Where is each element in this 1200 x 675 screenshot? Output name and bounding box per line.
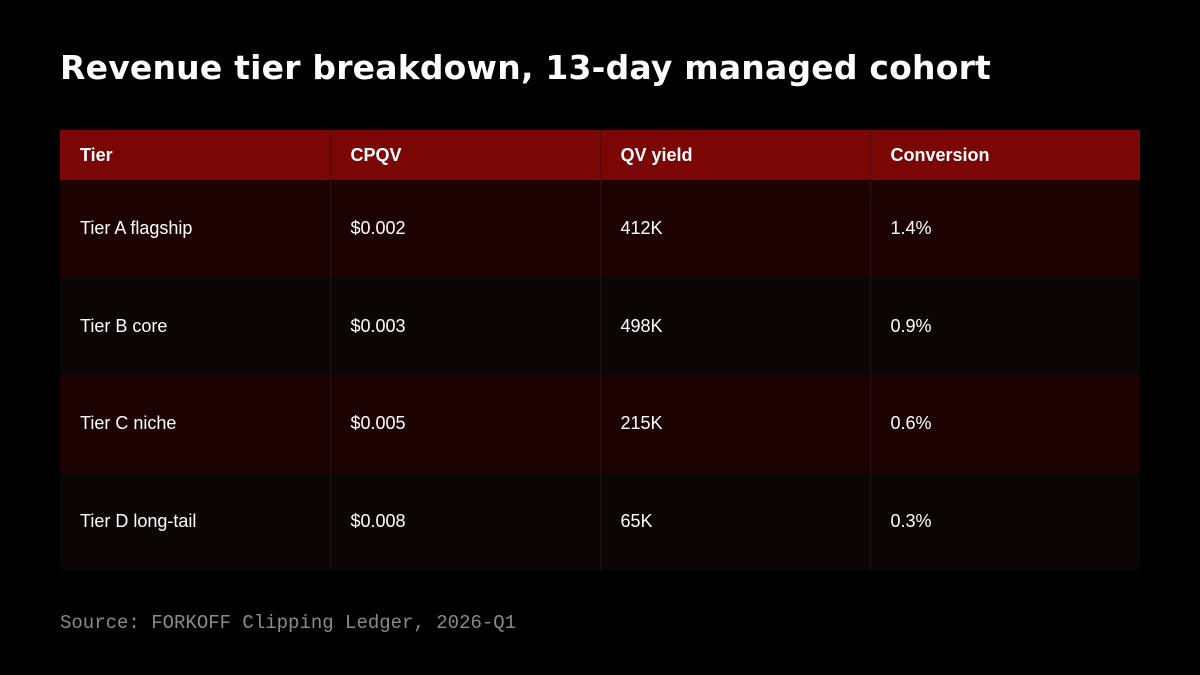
cell-tier: Tier D long-tail — [60, 472, 331, 570]
cell-tier: Tier B core — [60, 277, 331, 375]
header-row: Tier CPQV QV yield Conversion — [60, 130, 1140, 180]
cell-conversion: 1.4% — [890, 218, 932, 239]
cell-cpqv: $0.002 — [330, 180, 601, 278]
cell-conversion: 0.3% — [890, 510, 932, 531]
header-qv-yield: QV yield — [600, 130, 871, 180]
cell-qv-yield: 498K — [600, 277, 871, 375]
cell-cpqv: $0.005 — [330, 375, 601, 473]
table-header: Tier CPQV QV yield Conversion — [60, 130, 1140, 180]
source-note: Source: FORKOFF Clipping Ledger, 2026-Q1 — [60, 612, 517, 634]
header-conversion: Conversion — [890, 144, 990, 165]
cell-conversion: 0.6% — [890, 413, 932, 434]
cell-qv-yield: 215K — [600, 375, 871, 473]
cell-cpqv: $0.008 — [330, 472, 601, 570]
cell-qv-yield: 65K — [600, 472, 871, 570]
page-title: Revenue tier breakdown, 13-day managed c… — [60, 48, 992, 87]
table-row: Tier C niche $0.005 215K 0.6% — [60, 375, 1140, 473]
header-tier: Tier — [60, 130, 331, 180]
table-row: Tier B core $0.003 498K 0.9% — [60, 277, 1140, 375]
cell-conversion: 0.9% — [890, 315, 932, 336]
table-body: Tier A flagship $0.002 412K 1.4% Tier B … — [60, 180, 1140, 570]
table-row: Tier D long-tail $0.008 65K 0.3% — [60, 472, 1140, 570]
cell-tier: Tier C niche — [60, 375, 331, 473]
cell-cpqv: $0.003 — [330, 277, 601, 375]
tier-table: Tier CPQV QV yield Conversion Tier A fla… — [60, 130, 1140, 570]
cell-qv-yield: 412K — [600, 180, 871, 278]
table-row: Tier A flagship $0.002 412K 1.4% — [60, 180, 1140, 278]
header-cpqv: CPQV — [330, 130, 601, 180]
cell-tier: Tier A flagship — [60, 180, 331, 278]
